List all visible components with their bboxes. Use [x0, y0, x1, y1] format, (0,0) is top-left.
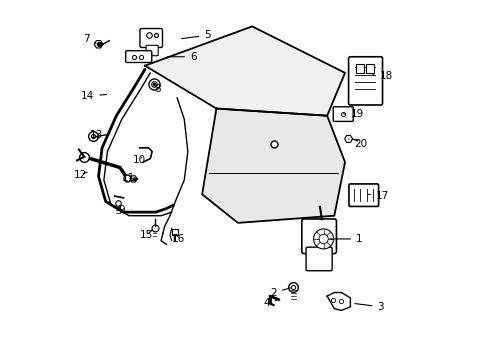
Text: 16: 16 [172, 234, 186, 244]
FancyBboxPatch shape [348, 57, 383, 105]
Text: 15: 15 [140, 230, 153, 240]
Text: 12: 12 [74, 170, 87, 180]
Text: 14: 14 [81, 91, 106, 101]
Text: 19: 19 [343, 109, 364, 119]
Text: 2: 2 [270, 288, 291, 297]
Text: 7: 7 [83, 34, 96, 44]
Polygon shape [327, 293, 350, 310]
Polygon shape [130, 176, 137, 182]
FancyBboxPatch shape [306, 247, 332, 271]
FancyBboxPatch shape [333, 107, 353, 121]
FancyBboxPatch shape [126, 51, 152, 63]
Text: 9: 9 [119, 205, 125, 215]
FancyBboxPatch shape [367, 64, 374, 73]
Circle shape [319, 234, 328, 244]
Text: 17: 17 [368, 191, 389, 201]
FancyBboxPatch shape [140, 28, 163, 48]
Text: 6: 6 [168, 52, 196, 62]
FancyBboxPatch shape [356, 64, 364, 73]
FancyBboxPatch shape [302, 219, 337, 253]
Text: 3: 3 [355, 302, 384, 312]
Text: 10: 10 [133, 156, 146, 165]
FancyBboxPatch shape [349, 184, 379, 206]
Text: 20: 20 [348, 139, 368, 149]
Polygon shape [202, 109, 345, 223]
Text: 11: 11 [122, 173, 136, 183]
Text: 13: 13 [90, 130, 103, 140]
Text: 4: 4 [263, 298, 276, 308]
Polygon shape [94, 41, 103, 48]
Polygon shape [145, 26, 345, 116]
Polygon shape [344, 135, 352, 142]
Text: 18: 18 [373, 71, 392, 81]
Text: 1: 1 [330, 234, 363, 244]
Text: 5: 5 [182, 30, 211, 40]
Circle shape [314, 229, 334, 249]
FancyBboxPatch shape [146, 45, 158, 56]
Text: 8: 8 [154, 84, 161, 94]
